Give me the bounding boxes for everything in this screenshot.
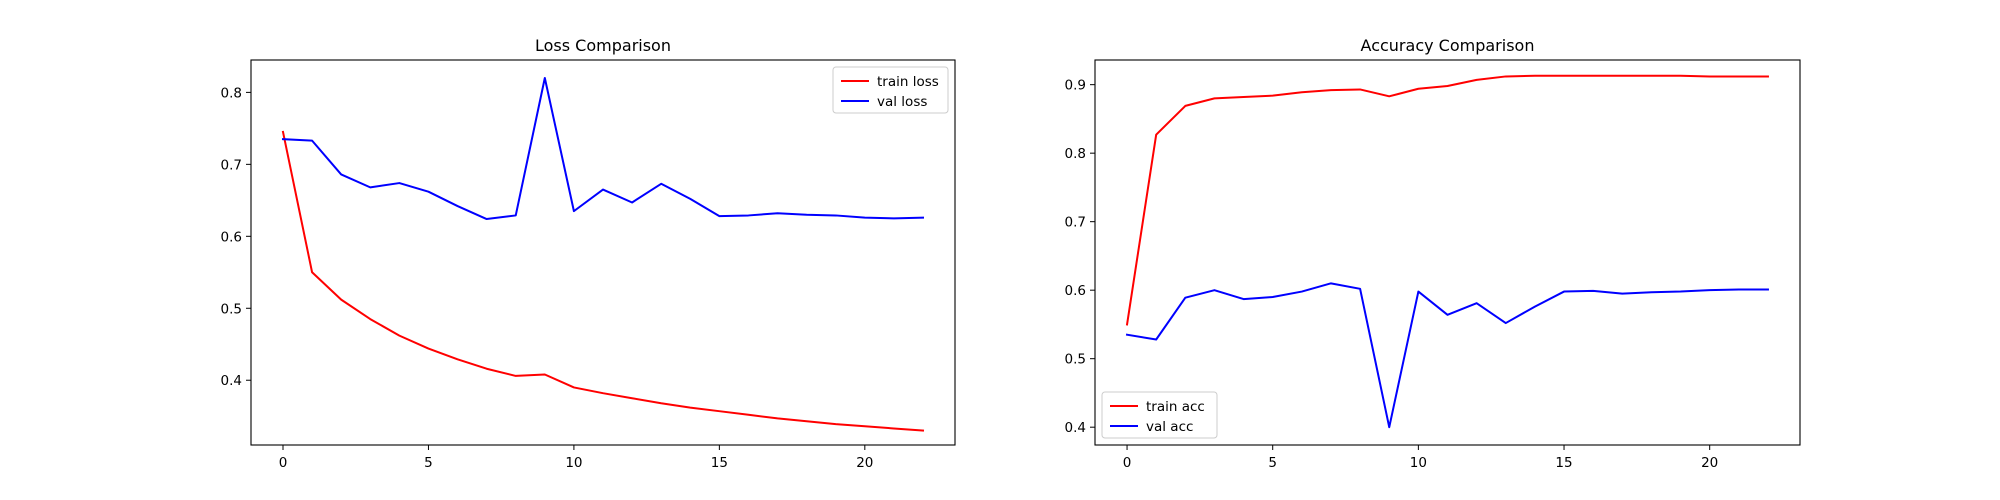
- x-tick-label: 5: [1268, 455, 1277, 471]
- y-tick-label: 0.4: [1065, 420, 1086, 436]
- y-tick-label: 0.7: [221, 157, 242, 173]
- series-line-train-loss: [281, 130, 925, 432]
- series-line-val-loss: [281, 76, 925, 221]
- x-tick-label: 10: [565, 455, 582, 471]
- y-tick-label: 0.8: [1065, 146, 1086, 162]
- y-tick-label: 0.5: [1065, 352, 1086, 368]
- x-tick-label: 0: [1123, 455, 1132, 471]
- x-tick-label: 15: [711, 455, 728, 471]
- x-tick-label: 0: [279, 455, 288, 471]
- y-tick-label: 0.8: [221, 85, 242, 101]
- x-tick-label: 10: [1410, 455, 1427, 471]
- x-tick-label: 5: [424, 455, 433, 471]
- chart-title: Accuracy Comparison: [1361, 36, 1535, 55]
- chart-1: 0 5 10 15 20 0.4 0.5 0.6 0.7 0.8 Loss Comparison tr…: [221, 36, 956, 471]
- legend: train loss val loss: [832, 66, 949, 114]
- y-tick-label: 0.5: [221, 301, 242, 317]
- y-tick-label: 0.7: [1065, 215, 1086, 231]
- y-tick-label: 0.9: [1065, 78, 1086, 94]
- x-tick-label: 20: [856, 455, 873, 471]
- legend-label: train loss: [877, 74, 939, 90]
- x-tick-label: 20: [1701, 455, 1718, 471]
- legend-label: val acc: [1146, 419, 1193, 435]
- legend: train acc val acc: [1101, 391, 1218, 439]
- chart-2: 0 5 10 15 20 0.4 0.5 0.6 0.7 0.8 0.9 Accuracy Compa…: [1065, 36, 1801, 471]
- y-tick-label: 0.6: [221, 229, 242, 245]
- legend-label: val loss: [877, 94, 927, 110]
- axes-frame: [250, 59, 956, 446]
- y-tick-label: 0.4: [221, 373, 242, 389]
- axes-frame: [1094, 59, 1801, 446]
- series-line-val-acc: [1125, 282, 1769, 429]
- series-line-train-acc: [1125, 74, 1769, 326]
- x-tick-label: 15: [1555, 455, 1572, 471]
- chart-title: Loss Comparison: [535, 36, 671, 55]
- y-tick-label: 0.6: [1065, 283, 1086, 299]
- legend-label: train acc: [1146, 399, 1205, 415]
